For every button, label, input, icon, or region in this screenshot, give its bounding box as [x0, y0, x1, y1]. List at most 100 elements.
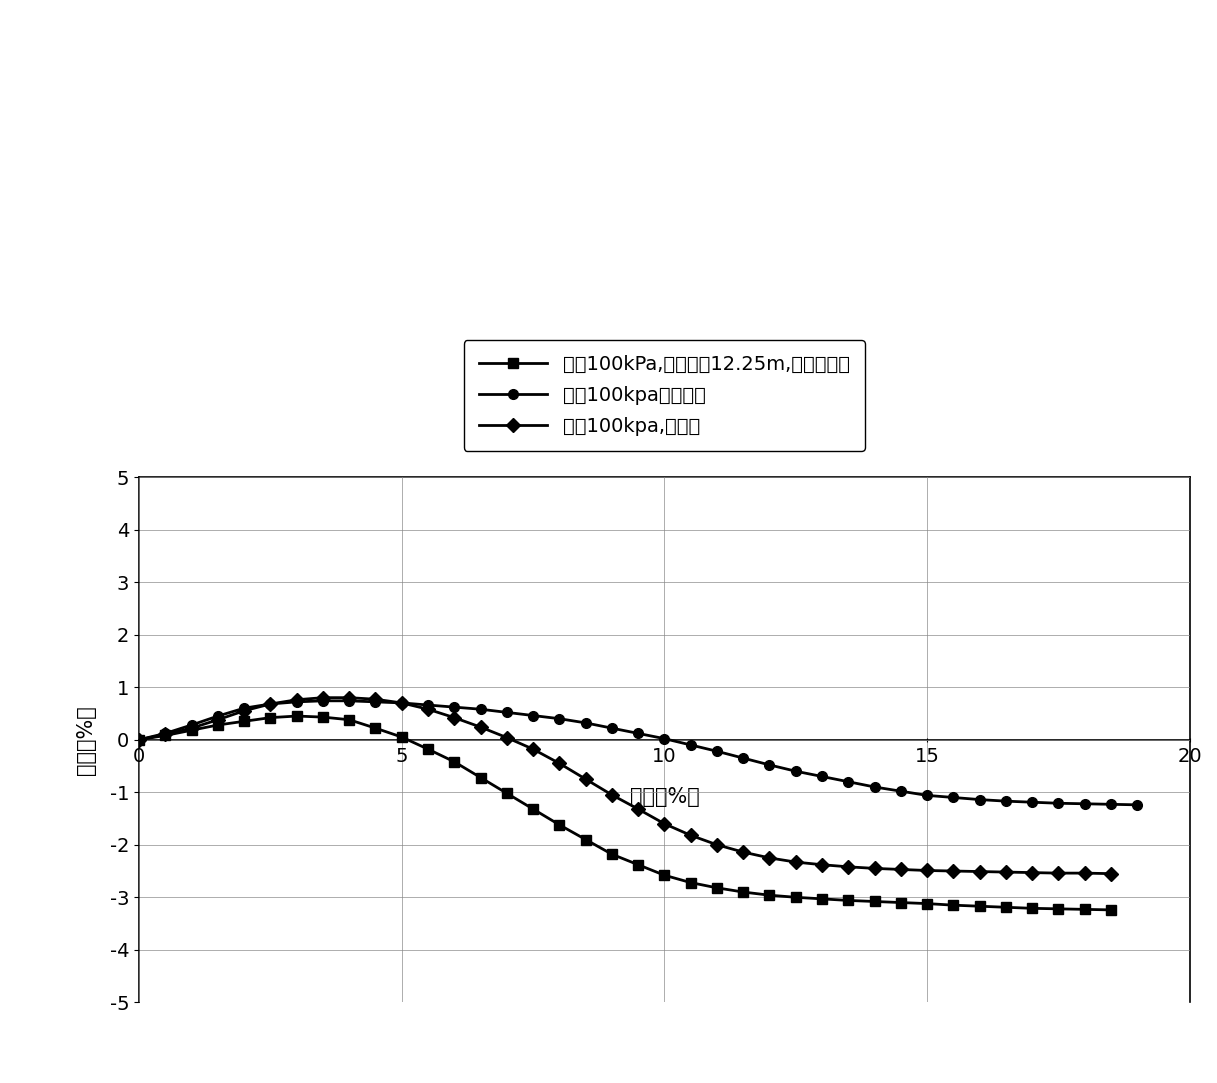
围压100kPa,原状土（12.25m,中细砂粉）: [1025, 902, 1039, 915]
围压100kpa，重塑土: [657, 732, 672, 745]
围压100kpa,配制土: [1104, 867, 1118, 880]
围压100kpa，重塑土: [1051, 797, 1066, 810]
围压100kpa,配制土: [998, 865, 1013, 878]
围压100kpa，重塑土: [736, 752, 751, 765]
X-axis label: 应变（%）: 应变（%）: [629, 787, 700, 807]
围压100kPa,原状土（12.25m,中细砂粉）: [972, 900, 987, 913]
围压100kPa,原状土（12.25m,中细砂粉）: [526, 803, 540, 815]
围压100kpa，重塑土: [1129, 798, 1144, 811]
围压100kpa,配制土: [263, 697, 277, 710]
围压100kpa，重塑土: [868, 781, 882, 794]
围压100kpa,配制土: [736, 846, 751, 859]
围压100kpa,配制土: [684, 828, 699, 841]
Line: 围压100kpa,配制土: 围压100kpa,配制土: [134, 693, 1116, 878]
围压100kpa，重塑土: [184, 718, 198, 731]
Line: 围压100kpa，重塑土: 围压100kpa，重塑土: [134, 696, 1142, 810]
围压100kPa,原状土（12.25m,中细砂粉）: [736, 886, 751, 899]
围压100kpa,配制土: [421, 703, 436, 716]
围压100kpa，重塑土: [814, 770, 829, 783]
围压100kpa，重塑土: [447, 701, 461, 714]
围压100kpa,配制土: [394, 696, 409, 709]
围压100kPa,原状土（12.25m,中细砂粉）: [814, 892, 829, 905]
围压100kPa,原状土（12.25m,中细砂粉）: [657, 869, 672, 882]
围压100kPa,原状土（12.25m,中细砂粉）: [868, 895, 882, 908]
围压100kpa，重塑土: [998, 795, 1013, 808]
围压100kpa,配制土: [578, 772, 593, 785]
围压100kPa,原状土（12.25m,中细砂粉）: [211, 718, 225, 731]
围压100kpa,配制土: [473, 720, 488, 733]
围压100kPa,原状土（12.25m,中细砂粉）: [605, 848, 619, 861]
围压100kpa，重塑土: [1104, 798, 1118, 811]
围压100kpa，重塑土: [131, 733, 146, 746]
围压100kPa,原状土（12.25m,中细砂粉）: [421, 743, 436, 756]
围压100kPa,原状土（12.25m,中细砂粉）: [893, 896, 908, 909]
围压100kPa,原状土（12.25m,中细砂粉）: [499, 786, 514, 799]
围压100kPa,原状土（12.25m,中细砂粉）: [1077, 903, 1092, 916]
围压100kpa,配制土: [553, 757, 567, 770]
围压100kpa，重塑土: [1025, 796, 1039, 809]
围压100kPa,原状土（12.25m,中细砂粉）: [920, 897, 935, 910]
围压100kpa,配制土: [868, 862, 882, 875]
围压100kpa,配制土: [630, 803, 645, 815]
围压100kpa,配制土: [184, 721, 198, 734]
围压100kpa，重塑土: [263, 697, 277, 710]
围压100kpa,配制土: [920, 864, 935, 877]
围压100kPa,原状土（12.25m,中细砂粉）: [553, 819, 567, 832]
围压100kpa，重塑土: [421, 699, 436, 712]
围压100kPa,原状土（12.25m,中细砂粉）: [184, 723, 198, 736]
围压100kpa，重塑土: [789, 765, 803, 778]
围压100kpa，重塑土: [553, 713, 567, 726]
围压100kpa，重塑土: [684, 739, 699, 752]
围压100kpa,配制土: [526, 743, 540, 756]
围压100kpa,配制土: [1025, 866, 1039, 879]
围压100kPa,原状土（12.25m,中细砂粉）: [263, 712, 277, 725]
围压100kPa,原状土（12.25m,中细砂粉）: [684, 876, 699, 889]
围压100kpa，重塑土: [473, 703, 488, 716]
围压100kpa，重塑土: [342, 694, 357, 707]
围压100kPa,原状土（12.25m,中细砂粉）: [946, 899, 960, 912]
围压100kPa,原状土（12.25m,中细砂粉）: [710, 882, 724, 895]
围压100kpa，重塑土: [893, 785, 908, 798]
围压100kPa,原状土（12.25m,中细砂粉）: [841, 893, 856, 906]
围压100kpa,配制土: [972, 865, 987, 878]
围压100kpa,配制土: [657, 818, 672, 831]
围压100kpa,配制土: [447, 712, 461, 725]
围压100kpa,配制土: [762, 851, 776, 864]
围压100kpa,配制土: [315, 691, 330, 704]
围压100kpa,配制土: [1051, 866, 1066, 879]
围压100kpa，重塑土: [526, 709, 540, 722]
Y-axis label: 体变（%）: 体变（%）: [75, 705, 96, 774]
围压100kPa,原状土（12.25m,中细砂粉）: [237, 715, 252, 728]
Line: 围压100kPa,原状土（12.25m,中细砂粉）: 围压100kPa,原状土（12.25m,中细砂粉）: [134, 712, 1116, 915]
围压100kpa,配制土: [605, 788, 619, 801]
围压100kpa，重塑土: [315, 694, 330, 707]
围压100kPa,原状土（12.25m,中细砂粉）: [1104, 903, 1118, 916]
围压100kpa,配制土: [1077, 866, 1092, 879]
围压100kPa,原状土（12.25m,中细砂粉）: [762, 889, 776, 902]
围压100kpa,配制土: [710, 838, 724, 851]
围压100kPa,原状土（12.25m,中细砂粉）: [290, 709, 304, 722]
围压100kpa，重塑土: [972, 793, 987, 806]
围压100kpa，重塑土: [841, 775, 856, 788]
围压100kpa,配制土: [789, 856, 803, 869]
围压100kpa，重塑土: [211, 709, 225, 722]
围压100kPa,原状土（12.25m,中细砂粉）: [998, 901, 1013, 914]
围压100kpa，重塑土: [499, 706, 514, 719]
围压100kpa，重塑土: [762, 758, 776, 771]
围压100kPa,原状土（12.25m,中细砂粉）: [315, 710, 330, 723]
围压100kpa,配制土: [893, 863, 908, 876]
围压100kPa,原状土（12.25m,中细砂粉）: [1051, 902, 1066, 915]
围压100kpa，重塑土: [1077, 797, 1092, 810]
围压100kpa,配制土: [499, 731, 514, 744]
围压100kpa,配制土: [290, 693, 304, 706]
围压100kpa,配制土: [369, 693, 383, 706]
围压100kpa，重塑土: [158, 727, 173, 740]
围压100kpa，重塑土: [605, 721, 619, 734]
围压100kPa,原状土（12.25m,中细砂粉）: [447, 755, 461, 768]
围压100kpa，重塑土: [369, 695, 383, 708]
围压100kPa,原状土（12.25m,中细砂粉）: [578, 833, 593, 846]
围压100kPa,原状土（12.25m,中细砂粉）: [789, 891, 803, 904]
围压100kpa，重塑土: [946, 791, 960, 804]
围压100kpa,配制土: [342, 691, 357, 704]
围压100kpa,配制土: [237, 704, 252, 717]
